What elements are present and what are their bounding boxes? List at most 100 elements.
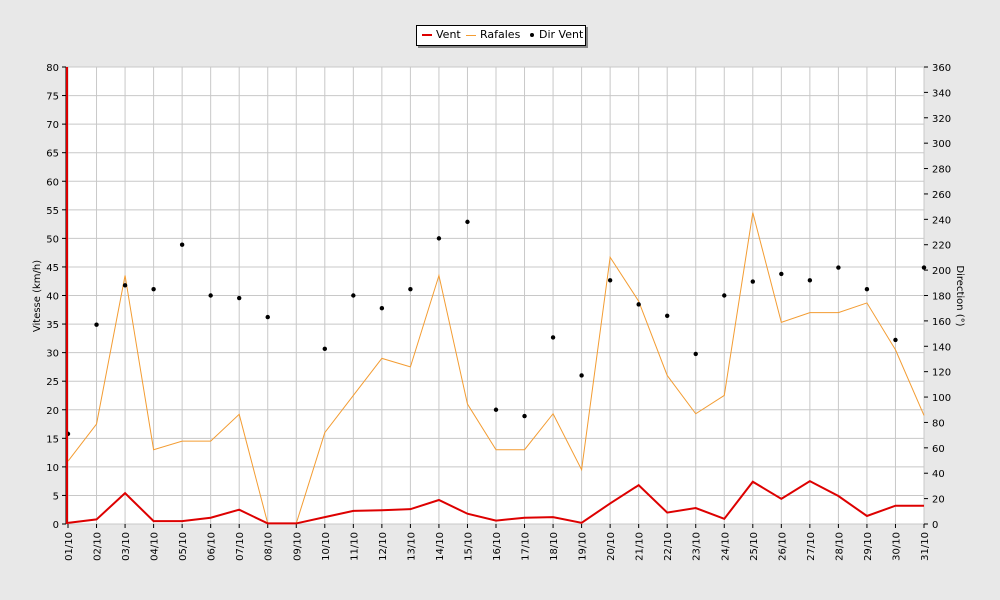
left-tick-label: 55 <box>46 206 59 217</box>
dir-vent-point <box>665 313 670 319</box>
series-vent <box>67 480 924 525</box>
dir-vent-point <box>522 413 527 419</box>
x-tick-label: 23/10 <box>692 532 703 561</box>
x-tick-label: 16/10 <box>492 532 503 561</box>
x-tick-label: 14/10 <box>435 532 446 561</box>
series-dir-vent <box>65 219 927 437</box>
left-tick-label: 70 <box>46 120 59 131</box>
right-tick-label: 220 <box>932 241 951 252</box>
dir-vent-point <box>237 295 242 301</box>
x-tick-label: 04/10 <box>150 532 161 561</box>
legend-swatch-dir-vent <box>530 33 534 37</box>
right-axis-label: Direction (°) <box>954 265 965 326</box>
dir-vent-point <box>607 278 613 283</box>
dir-vent-point <box>322 346 327 352</box>
legend: Vent Rafales Dir Vent <box>416 25 586 46</box>
dir-vent-point <box>179 242 185 247</box>
dir-vent-point <box>265 314 270 320</box>
x-tick-label: 26/10 <box>777 532 788 561</box>
right-axis-ticks: 0 20 40 60 80 100 120 140 160 180 200 220 240 260 280 3… <box>924 63 951 531</box>
x-tick-label: 31/10 <box>920 532 931 561</box>
right-tick-label: 360 <box>932 63 951 74</box>
x-tick-label: 03/10 <box>121 532 132 561</box>
right-tick-label: 180 <box>932 292 951 303</box>
x-tick-label: 22/10 <box>663 532 674 561</box>
left-tick-label: 25 <box>46 377 59 388</box>
left-tick-label: 65 <box>46 149 59 160</box>
right-tick-label: 240 <box>932 215 951 226</box>
dir-vent-point <box>722 293 727 298</box>
dir-vent-point <box>122 283 128 288</box>
right-tick-label: 320 <box>932 114 951 125</box>
x-tick-label: 01/10 <box>64 532 75 561</box>
left-tick-label: 5 <box>53 491 59 502</box>
right-tick-label: 200 <box>932 266 951 277</box>
series-rafales <box>67 212 925 524</box>
vent-line <box>67 480 924 525</box>
x-tick-label: 27/10 <box>806 532 817 561</box>
legend-label-dir-vent: Dir Vent <box>539 28 584 41</box>
x-tick-label: 19/10 <box>578 532 589 561</box>
left-tick-label: 45 <box>46 263 59 274</box>
legend-item-rafales: Rafales <box>466 28 520 42</box>
dir-vent-point <box>379 305 385 311</box>
left-tick-label: 0 <box>53 520 59 531</box>
rafales-line <box>67 212 925 524</box>
left-tick-label: 40 <box>46 292 59 303</box>
left-axis-label: Vitesse (km/h) <box>32 260 43 332</box>
x-tick-label: 08/10 <box>264 532 275 561</box>
right-tick-label: 260 <box>932 190 951 201</box>
right-tick-label: 120 <box>932 368 951 379</box>
left-tick-label: 10 <box>46 463 59 474</box>
left-tick-label: 80 <box>46 63 59 74</box>
right-tick-label: 140 <box>932 342 951 353</box>
dir-vent-point <box>579 373 584 378</box>
right-tick-label: 300 <box>932 139 951 150</box>
dir-vent-point <box>893 337 898 343</box>
left-tick-label: 35 <box>46 320 59 331</box>
legend-item-vent: Vent <box>422 28 461 42</box>
dir-vent-point <box>465 219 470 225</box>
x-tick-label: 10/10 <box>321 532 332 561</box>
x-tick-label: 15/10 <box>463 532 474 561</box>
legend-swatch-vent <box>422 34 432 36</box>
left-tick-label: 15 <box>46 434 59 445</box>
dir-vent-point <box>208 293 213 298</box>
legend-label-rafales: Rafales <box>480 28 521 41</box>
dir-vent-point <box>436 236 442 241</box>
x-tick-label: 24/10 <box>720 532 731 561</box>
left-axis-ticks: 0 5 10 15 20 25 30 35 40 45 50 55 60 65 70 75 80 <box>46 63 66 531</box>
dir-vent-point <box>921 265 927 270</box>
right-tick-label: 340 <box>932 88 951 99</box>
dir-vent-point <box>94 322 99 327</box>
x-tick-label: 09/10 <box>292 532 303 561</box>
x-tick-label: 25/10 <box>749 532 760 561</box>
left-tick-label: 60 <box>46 177 59 188</box>
dir-vent-point <box>864 286 870 292</box>
right-tick-label: 280 <box>932 165 951 176</box>
left-tick-label: 75 <box>46 92 59 103</box>
dir-vent-point <box>750 279 755 284</box>
x-tick-label: 12/10 <box>378 532 389 561</box>
dir-vent-point <box>636 302 641 307</box>
x-tick-label: 17/10 <box>521 532 532 561</box>
dir-vent-point <box>807 278 813 283</box>
right-tick-label: 60 <box>932 444 945 455</box>
legend-label-vent: Vent <box>436 28 461 41</box>
dir-vent-point <box>493 407 499 412</box>
right-tick-label: 80 <box>932 418 945 429</box>
legend-swatch-rafales <box>466 34 476 36</box>
x-tick-label: 21/10 <box>635 532 646 561</box>
dir-vent-point <box>836 265 841 270</box>
x-tick-label: 13/10 <box>406 532 417 561</box>
right-tick-label: 100 <box>932 393 951 404</box>
x-tick-label: 05/10 <box>178 532 189 561</box>
left-tick-label: 50 <box>46 234 59 245</box>
x-tick-label: 30/10 <box>891 532 902 561</box>
left-tick-label: 30 <box>46 349 59 360</box>
x-tick-label: 18/10 <box>549 532 560 561</box>
x-tick-label: 20/10 <box>606 532 617 561</box>
x-tick-label: 11/10 <box>349 532 360 561</box>
x-axis-ticks: 01/10 02/10 03/10 04/10 05/10 06/10 07/10 08/10… <box>64 524 931 561</box>
